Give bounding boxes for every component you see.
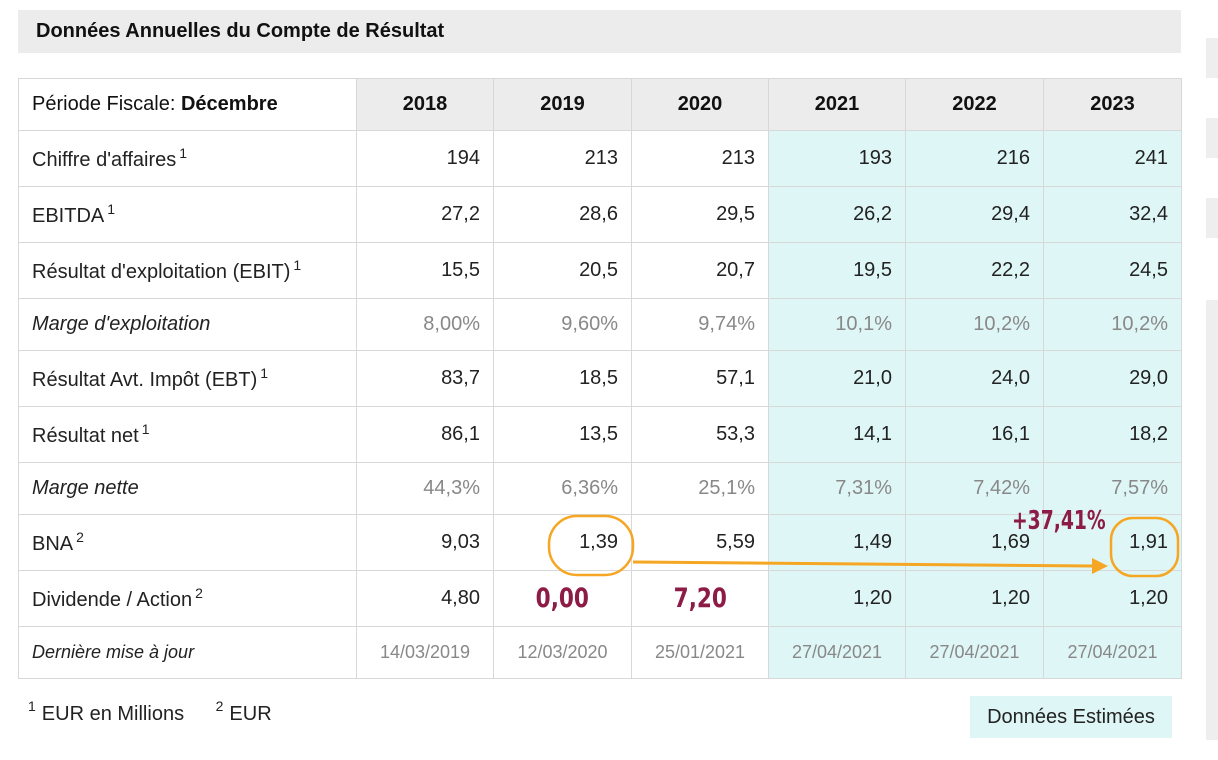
growth-percentage-label: +37,41% xyxy=(1012,506,1106,536)
cell-2020: 53,3 xyxy=(631,406,769,463)
cell-2021: 19,5 xyxy=(768,242,906,299)
footnote-mark: 1 xyxy=(141,421,150,437)
cell-2019: 18,5 xyxy=(493,350,632,407)
cell-2023: 10,2% xyxy=(1043,298,1182,351)
fiscal-period-value: Décembre xyxy=(180,93,278,115)
footnote-mark: 1 xyxy=(260,365,269,381)
growth-arrow-head xyxy=(1092,558,1108,574)
cell-2018: 9,03 xyxy=(356,514,494,571)
cell-2021: 7,31% xyxy=(768,462,906,515)
year-header-2020: 2020 xyxy=(631,78,769,131)
row-label: Marge nette xyxy=(18,462,357,515)
cell-2021: 10,1% xyxy=(768,298,906,351)
circle-2019-bna xyxy=(547,514,635,577)
cell-2019: 12/03/2020 xyxy=(493,626,632,679)
cell-2023: 32,4 xyxy=(1043,186,1182,243)
cell-2022: 10,2% xyxy=(905,298,1044,351)
footnote-mark: 1 xyxy=(179,145,188,161)
cell-2021: 1,20 xyxy=(768,570,906,627)
footnote-mark: 1 xyxy=(293,257,302,273)
circle-2023-bna xyxy=(1109,516,1180,578)
cell-2020: 9,74% xyxy=(631,298,769,351)
cell-2019: 6,36% xyxy=(493,462,632,515)
cell-2020: 25/01/2021 xyxy=(631,626,769,679)
row-derniere-maj: Dernière mise à jour 14/03/2019 12/03/20… xyxy=(18,626,1182,679)
cell-2018: 8,00% xyxy=(356,298,494,351)
row-label: EBITDA 1 xyxy=(18,186,357,243)
row-resultat-net: Résultat net 1 86,1 13,5 53,3 14,1 16,1 1… xyxy=(18,406,1182,463)
footnote-mark: 2 xyxy=(195,585,203,601)
cell-2023: 241 xyxy=(1043,130,1182,187)
cell-2018: 86,1 xyxy=(356,406,494,463)
cell-2022: 29,4 xyxy=(905,186,1044,243)
row-ebitda: EBITDA 1 27,2 28,6 29,5 26,2 29,4 32,4 xyxy=(18,186,1182,243)
table-header-row: Période Fiscale: Décembre 2018 2019 2020… xyxy=(18,78,1182,131)
cell-2023: 29,0 xyxy=(1043,350,1182,407)
section-title: Données Annuelles du Compte de Résultat xyxy=(18,10,1181,53)
cell-2019: 20,5 xyxy=(493,242,632,299)
row-label: Dernière mise à jour xyxy=(18,626,357,679)
cell-2020: 7,20 xyxy=(631,570,769,627)
row-label: Marge d'exploitation xyxy=(18,298,357,351)
highlighted-value: 7,20 xyxy=(673,583,727,614)
cell-2021: 27/04/2021 xyxy=(768,626,906,679)
cell-2020: 57,1 xyxy=(631,350,769,407)
row-label: Résultat net 1 xyxy=(18,406,357,463)
cell-2021: 14,1 xyxy=(768,406,906,463)
cell-2021: 21,0 xyxy=(768,350,906,407)
cell-2018: 194 xyxy=(356,130,494,187)
row-dividende: Dividende / Action 2 4,80 0,00 7,20 1,20 … xyxy=(18,570,1182,627)
fiscal-period-header: Période Fiscale: Décembre xyxy=(18,78,357,131)
cell-2022: 22,2 xyxy=(905,242,1044,299)
footnote-mark: 1 xyxy=(107,201,116,217)
cell-2018: 14/03/2019 xyxy=(356,626,494,679)
cell-2019: 9,60% xyxy=(493,298,632,351)
cell-2022: 27/04/2021 xyxy=(905,626,1044,679)
footnotes: 1 EUR en Millions 2 EUR xyxy=(28,698,298,726)
cell-2022: 1,69 xyxy=(905,514,1044,571)
row-marge-exploitation: Marge d'exploitation 8,00% 9,60% 9,74% 1… xyxy=(18,298,1182,351)
cell-2020: 25,1% xyxy=(631,462,769,515)
year-header-2018: 2018 xyxy=(356,78,494,131)
cell-2019: 213 xyxy=(493,130,632,187)
cell-2023: 24,5 xyxy=(1043,242,1182,299)
cell-2022: 1,20 xyxy=(905,570,1044,627)
row-marge-nette: Marge nette 44,3% 6,36% 25,1% 7,31% 7,42… xyxy=(18,462,1182,515)
cell-2019: 13,5 xyxy=(493,406,632,463)
cell-2021: 193 xyxy=(768,130,906,187)
cell-2019: 1,39 xyxy=(493,514,632,571)
estimated-data-legend: Données Estimées xyxy=(970,696,1172,738)
year-header-2021: 2021 xyxy=(768,78,906,131)
year-header-2019: 2019 xyxy=(493,78,632,131)
growth-arrow-line xyxy=(632,560,1093,568)
footnote-1: 1 EUR en Millions xyxy=(28,698,185,725)
cell-2022: 7,42% xyxy=(905,462,1044,515)
row-chiffre-affaires: Chiffre d'affaires 1 194 213 213 193 216 … xyxy=(18,130,1182,187)
cell-2023: 7,57% xyxy=(1043,462,1182,515)
footnote-2: 2 EUR xyxy=(215,698,272,725)
row-label: Résultat d'exploitation (EBIT) 1 xyxy=(18,242,357,299)
income-statement-table: Période Fiscale: Décembre 2018 2019 2020… xyxy=(18,78,1182,679)
row-bna: BNA 2 9,03 1,39 5,59 1,49 1,69 1,91 xyxy=(18,514,1182,571)
footnote-mark: 2 xyxy=(76,529,84,545)
year-header-2023: 2023 xyxy=(1043,78,1182,131)
cell-2023: 27/04/2021 xyxy=(1043,626,1182,679)
row-label: Résultat Avt. Impôt (EBT) 1 xyxy=(18,350,357,407)
cell-2018: 44,3% xyxy=(356,462,494,515)
highlighted-value: 0,00 xyxy=(535,583,590,614)
fiscal-period-label: Période Fiscale: xyxy=(32,93,181,115)
cell-2021: 26,2 xyxy=(768,186,906,243)
cell-2021: 1,49 xyxy=(768,514,906,571)
year-header-2022: 2022 xyxy=(905,78,1044,131)
row-ebit: Résultat d'exploitation (EBIT) 1 15,5 20,… xyxy=(18,242,1182,299)
cell-2018: 83,7 xyxy=(356,350,494,407)
cell-2020: 29,5 xyxy=(631,186,769,243)
cell-2023: 18,2 xyxy=(1043,406,1182,463)
row-label: BNA 2 xyxy=(18,514,357,571)
row-ebt: Résultat Avt. Impôt (EBT) 1 83,7 18,5 57,… xyxy=(18,350,1182,407)
cell-2022: 216 xyxy=(905,130,1044,187)
